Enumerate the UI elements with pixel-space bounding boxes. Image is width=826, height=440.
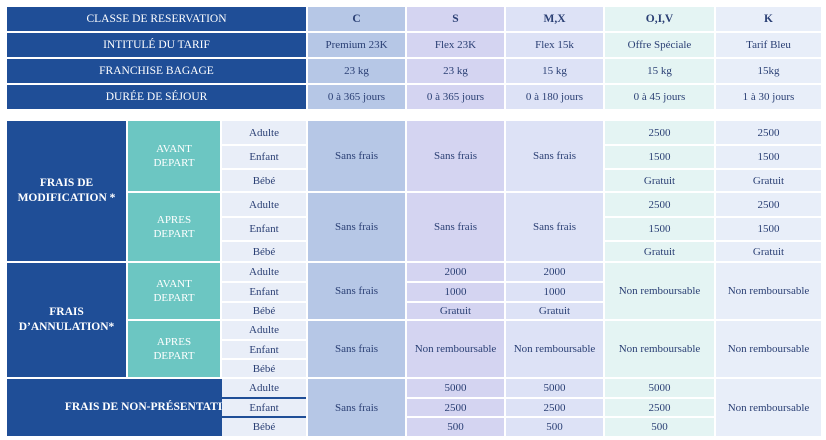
row-label-intitule: INTITULÉ DU TARIF [7,33,306,57]
fee-cell: Sans frais [308,379,405,436]
fee-cell: 2500 [716,193,821,216]
pax-bebe: Bébé [222,303,306,319]
fee-cell: 2500 [407,399,504,416]
bagage-c: 23 kg [308,59,405,83]
fee-cell: Sans frais [308,321,405,377]
pax-adulte: Adulte [222,321,306,339]
tarif-oiv: Offre Spéciale [605,33,714,57]
fee-cell: 2500 [605,193,714,216]
fee-cell: 1500 [716,218,821,240]
fee-cell: 1500 [605,218,714,240]
fee-cell: Non remboursable [506,321,603,377]
timing-modif-apres: APRES DEPART [128,193,220,261]
pax-enfant: Enfant [222,341,306,358]
class-s-header: S [407,7,504,31]
fee-cell: 5000 [506,379,603,397]
fee-cell: 2500 [605,121,714,144]
pax-enfant: Enfant [222,399,306,416]
timing-annul-avant: AVANT DEPART [128,263,220,319]
bagage-s: 23 kg [407,59,504,83]
fee-cell: 2000 [506,263,603,281]
fee-cell: Gratuit [716,242,821,261]
pax-bebe: Bébé [222,170,306,191]
bagage-mx: 15 kg [506,59,603,83]
fee-cell: 1000 [407,283,504,301]
section-annulation: FRAIS D’ANNULATION* [7,263,126,377]
row-label-classe: CLASSE DE RESERVATION [7,7,306,31]
fee-cell: Non remboursable [605,263,714,319]
fee-cell: 2500 [716,121,821,144]
fee-cell: Non remboursable [407,321,504,377]
duree-mx: 0 à 180 jours [506,85,603,109]
fee-cell: 2500 [605,399,714,416]
fee-cell: 5000 [605,379,714,397]
fee-cell: Sans frais [308,121,405,191]
fee-cell: 500 [605,418,714,436]
fee-cell: 2500 [506,399,603,416]
tarif-mx: Flex 15k [506,33,603,57]
class-mx-header: M,X [506,7,603,31]
pax-adulte: Adulte [222,379,306,397]
pax-bebe: Bébé [222,360,306,377]
row-label-franchise: FRANCHISE BAGAGE [7,59,306,83]
pax-enfant: Enfant [222,283,306,301]
pax-bebe: Bébé [222,242,306,261]
class-oiv-header: O,I,V [605,7,714,31]
fee-cell: Gratuit [407,303,504,319]
timing-modif-avant: AVANT DEPART [128,121,220,191]
class-c-header: C [308,7,405,31]
fee-cell: Sans frais [407,121,504,191]
pax-enfant: Enfant [222,218,306,240]
fee-cell: Non remboursable [716,321,821,377]
fee-cell: Non remboursable [716,379,821,436]
section-modification: FRAIS DE MODIFICATION * [7,121,126,261]
duree-oiv: 0 à 45 jours [605,85,714,109]
pax-enfant: Enfant [222,146,306,168]
fee-cell: 5000 [407,379,504,397]
pax-adulte: Adulte [222,121,306,144]
fee-cell: 500 [506,418,603,436]
fee-cell: 2000 [407,263,504,281]
tarif-k: Tarif Bleu [716,33,821,57]
class-k-header: K [716,7,821,31]
fee-cell: 1000 [506,283,603,301]
fee-cell: Non remboursable [716,263,821,319]
fee-cell: Sans frais [407,193,504,261]
timing-annul-apres: APRES DEPART [128,321,220,377]
duree-k: 1 à 30 jours [716,85,821,109]
bagage-k: 15kg [716,59,821,83]
row-label-duree: DURÉE DE SÉJOUR [7,85,306,109]
fee-cell: Gratuit [605,170,714,191]
tarif-c: Premium 23K [308,33,405,57]
tarif-s: Flex 23K [407,33,504,57]
duree-s: 0 à 365 jours [407,85,504,109]
pax-adulte: Adulte [222,263,306,281]
fee-cell: Sans frais [506,121,603,191]
fee-cell: 1500 [605,146,714,168]
fee-cell: 500 [407,418,504,436]
duree-c: 0 à 365 jours [308,85,405,109]
fee-cell: Non remboursable [605,321,714,377]
fee-cell: Gratuit [506,303,603,319]
fee-cell: 1500 [716,146,821,168]
fee-cell: Gratuit [605,242,714,261]
fee-cell: Sans frais [506,193,603,261]
bagage-oiv: 15 kg [605,59,714,83]
fee-cell: Gratuit [716,170,821,191]
pax-bebe: Bébé [222,418,306,436]
fee-cell: Sans frais [308,263,405,319]
pax-adulte: Adulte [222,193,306,216]
fee-cell: Sans frais [308,193,405,261]
